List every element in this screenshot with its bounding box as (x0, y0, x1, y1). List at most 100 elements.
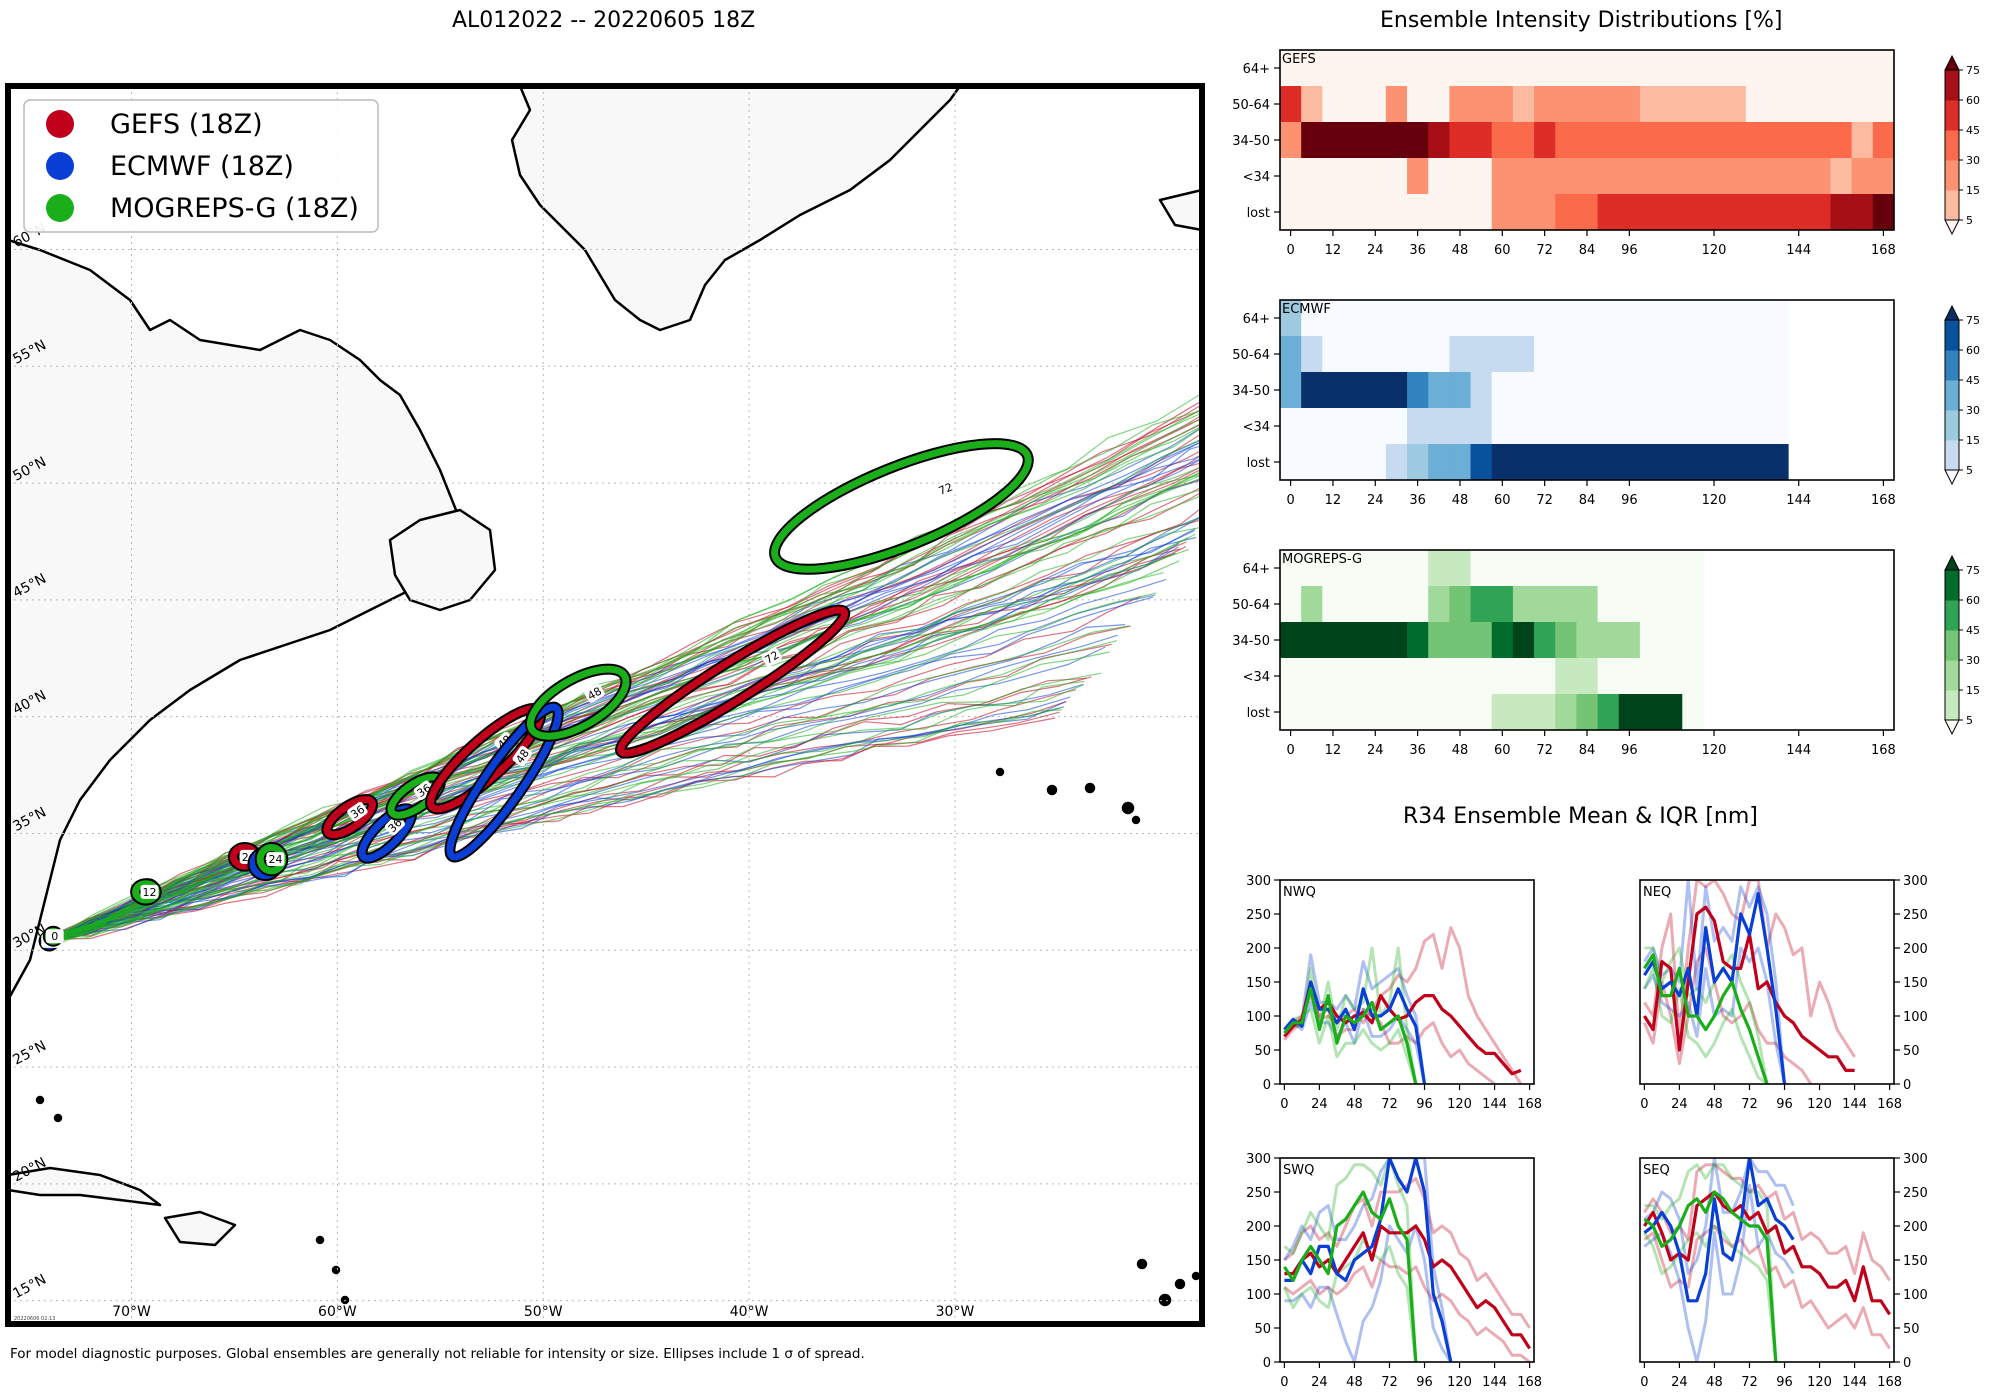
heat-cell (1364, 50, 1387, 87)
heat-cell (1639, 444, 1662, 481)
r34-y-tick: 150 (1903, 1254, 1928, 1269)
heat-cell (1301, 550, 1323, 587)
heat-cell (1428, 694, 1450, 731)
heat-cell (1534, 586, 1556, 623)
heat-cell (1809, 122, 1831, 159)
heat-cell (1618, 694, 1641, 731)
heatmap-x-tick: 120 (1702, 493, 1727, 508)
spread-ellipses: 0001212122424243636364848487272 (38, 438, 1034, 952)
r34-iqr-gefs (1283, 1258, 1531, 1362)
colorbar-tick: 45 (1966, 124, 1980, 137)
heat-cell (1745, 336, 1768, 373)
heat-cell (1470, 622, 1493, 659)
heatmap-x-tick: 12 (1325, 243, 1342, 258)
heat-cell (1491, 658, 1514, 695)
r34-y-tick: 250 (1246, 908, 1271, 923)
heat-cell (1534, 444, 1556, 481)
heat-cell (1428, 622, 1450, 659)
heat-cell (1301, 122, 1323, 159)
heat-cell (1534, 122, 1556, 159)
heat-cell (1661, 694, 1683, 731)
heat-cell (1830, 122, 1853, 159)
heat-cell (1322, 50, 1345, 87)
heat-cell (1470, 444, 1493, 481)
heat-cell (1449, 86, 1472, 123)
heatmap-x-tick: 168 (1871, 743, 1896, 758)
heat-cell (1576, 372, 1599, 409)
heat-cell (1766, 336, 1789, 373)
heat-cell (1301, 194, 1323, 231)
heat-cell (1470, 194, 1493, 231)
r34-x-tick: 48 (1346, 1375, 1363, 1390)
track-mogreps-g (47, 625, 1129, 938)
heat-cell (1301, 372, 1323, 409)
heat-cell (1809, 194, 1831, 231)
r34-x-tick: 24 (1671, 1097, 1688, 1112)
heat-cell (1491, 408, 1514, 445)
land-hispaniola (163, 1210, 237, 1247)
r34-y-tick: 50 (1903, 1322, 1920, 1337)
heat-cell (1661, 444, 1683, 481)
r34-iqr-gefs (1283, 994, 1496, 1084)
heatmap-x-tick: 12 (1325, 493, 1342, 508)
r34-mean-mogreps-g (1643, 1190, 1778, 1362)
heat-cell (1682, 194, 1704, 231)
heat-cell (1322, 694, 1345, 731)
colorbar-tick: 30 (1966, 404, 1980, 417)
heatmap-row-label: lost (1247, 206, 1270, 221)
r34-iqr-mogreps-g (1283, 1007, 1418, 1084)
heat-cell (1301, 300, 1323, 337)
track-mogreps-g (47, 707, 1061, 944)
heat-cell (1301, 158, 1323, 195)
heat-cell (1766, 300, 1789, 337)
heat-cell (1385, 50, 1408, 87)
heatmap-row-label: <34 (1243, 420, 1270, 435)
heat-cell (1618, 300, 1641, 337)
track-mogreps-g (45, 422, 1202, 945)
heat-cell (1343, 50, 1366, 87)
r34-y-tick: 150 (1246, 1254, 1271, 1269)
heat-cell (1851, 158, 1874, 195)
colorbar-tick: 30 (1966, 654, 1980, 667)
heat-cell (1639, 694, 1662, 731)
heat-cell (1534, 86, 1556, 123)
heat-cell (1703, 86, 1726, 123)
heat-cell (1491, 336, 1514, 373)
heat-cell (1597, 50, 1620, 87)
heat-cell (1407, 550, 1429, 587)
r34-x-tick: 0 (1640, 1375, 1648, 1390)
heat-cell (1597, 444, 1620, 481)
heatmap-x-tick: 48 (1452, 743, 1469, 758)
heat-cell (1385, 194, 1408, 231)
r34-x-tick: 96 (1776, 1375, 1793, 1390)
lon-tick-label: 70°W (112, 1304, 151, 1320)
heat-cell (1280, 586, 1302, 623)
heatmap-row-label: 64+ (1243, 62, 1270, 77)
heat-cell (1661, 622, 1683, 659)
heat-cell (1555, 694, 1577, 731)
heat-cell (1830, 194, 1853, 231)
heat-cell (1343, 194, 1366, 231)
ellipse-hour-label: 72 (763, 648, 782, 666)
heat-cell (1385, 300, 1408, 337)
ellipse-gefs-72: 72 (614, 604, 851, 759)
heat-cell (1428, 300, 1450, 337)
heat-cell (1597, 586, 1620, 623)
heatmap-row-label: 34-50 (1232, 384, 1270, 399)
heat-cell (1385, 586, 1408, 623)
heat-cell (1661, 86, 1683, 123)
heatmap-gefs: GEFS 64+ 50-64 34-50 <34 lost 0 12 24 36 48 60 72 84 9… (1232, 49, 1980, 258)
r34-mean-mogreps-g (1283, 1190, 1418, 1362)
heat-cell (1534, 622, 1556, 659)
r34-y-tick: 150 (1246, 976, 1271, 991)
heat-cell (1555, 194, 1577, 231)
heatmap-x-tick: 36 (1409, 743, 1426, 758)
heat-cell (1745, 372, 1768, 409)
heat-cell (1682, 336, 1704, 373)
heat-cell (1830, 158, 1853, 195)
r34-x-tick: 168 (1517, 1097, 1542, 1112)
heat-cell (1534, 372, 1556, 409)
heat-cell (1830, 86, 1853, 123)
heat-cell (1491, 300, 1514, 337)
heat-cell (1428, 50, 1450, 87)
